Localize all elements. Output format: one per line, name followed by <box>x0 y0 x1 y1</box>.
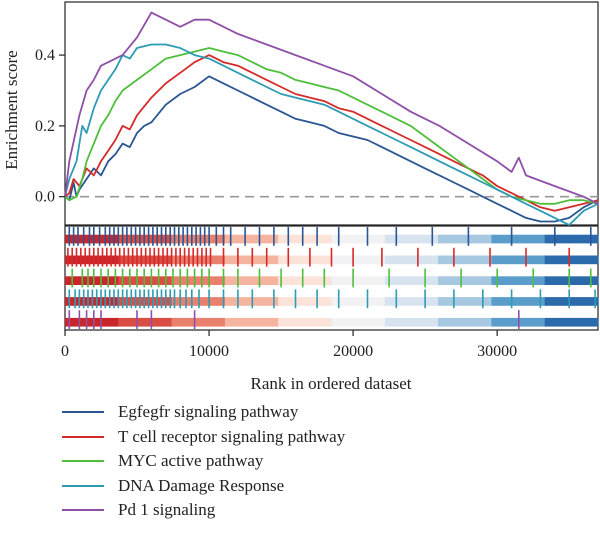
rank-band-segment <box>224 317 279 327</box>
rank-band-segment <box>544 276 599 285</box>
rank-band-segment <box>278 276 333 285</box>
gene-hit-tracks <box>67 227 596 329</box>
legend-item: DNA Damage Response <box>62 474 345 499</box>
legend-label: MYC active pathway <box>118 451 264 471</box>
rank-band-segment <box>438 276 492 285</box>
legend-swatch <box>62 460 104 463</box>
rank-band-segment <box>65 317 119 327</box>
rank-band-segment <box>384 255 439 265</box>
legend: Egfegfr signaling pathway T cell receptor… <box>62 400 345 523</box>
rank-band-segment <box>438 234 492 244</box>
rank-band-segment <box>118 276 173 285</box>
rank-band-segment <box>118 317 173 327</box>
rank-band-segment <box>278 317 333 327</box>
legend-swatch <box>62 509 104 512</box>
rank-band-segment <box>331 255 386 265</box>
plot-border <box>64 1 599 226</box>
legend-label: Egfegfr signaling pathway <box>118 402 299 422</box>
legend-item: Egfegfr signaling pathway <box>62 400 345 425</box>
rank-band-segment <box>278 255 333 265</box>
curve-pd-1-signaling <box>64 11 599 205</box>
y-tick-label: 0.4 <box>35 47 55 64</box>
legend-swatch <box>62 484 104 487</box>
x-tick-label: 30000 <box>477 343 517 360</box>
legend-swatch <box>62 435 104 438</box>
rank-band-segment <box>331 317 386 327</box>
legend-label: DNA Damage Response <box>118 475 285 495</box>
rank-band-segment <box>65 234 119 244</box>
curve-dna-damage-response <box>64 43 599 226</box>
legend-label: Pd 1 signaling <box>118 500 216 520</box>
axes: 0.0 0.2 0.4 0 10000 20000 30000 <box>35 47 517 360</box>
legend-item: Pd 1 signaling <box>62 498 345 523</box>
x-axis-label: Rank in ordered dataset <box>251 374 412 393</box>
enrichment-curves <box>64 11 599 226</box>
curve-egfegfr-signaling-pathway <box>64 75 599 223</box>
rank-band-segment <box>278 297 333 306</box>
rank-band-segment <box>331 234 386 244</box>
legend-label: T cell receptor signaling pathway <box>118 426 346 446</box>
rank-band-segment <box>171 234 226 244</box>
rank-band-segment <box>384 297 439 306</box>
rank-band-segment <box>544 255 599 265</box>
y-tick-label: 0.0 <box>35 189 55 206</box>
rank-band-segment <box>384 276 439 285</box>
rank-band-segment <box>438 255 492 265</box>
rank-band-segment <box>65 276 119 285</box>
rank-band-segment <box>171 255 226 265</box>
rank-band-segment <box>278 234 333 244</box>
y-axis-label: Enrichment score <box>2 50 21 169</box>
rank-band-segment <box>491 276 546 285</box>
rank-band-segment <box>491 297 546 306</box>
legend-item: T cell receptor signaling pathway <box>62 425 345 450</box>
x-tick-label: 10000 <box>189 343 229 360</box>
x-tick-label: 0 <box>61 343 69 360</box>
rank-band-segment <box>331 276 386 285</box>
rank-band-segment <box>65 255 119 265</box>
curve-t-cell-receptor-signaling-pathway <box>64 54 599 212</box>
rank-band-segment <box>331 297 386 306</box>
rank-band-segment <box>438 297 492 306</box>
rank-band-segment <box>384 317 439 327</box>
legend-swatch <box>62 411 104 414</box>
rank-band-segment <box>118 297 173 306</box>
x-tick-label: 20000 <box>333 343 373 360</box>
rank-band-segment <box>491 255 546 265</box>
rank-band-segment <box>544 317 599 327</box>
rank-gradient-bars <box>65 234 599 327</box>
rank-band-segment <box>544 234 599 244</box>
rank-band-segment <box>118 234 173 244</box>
y-tick-label: 0.2 <box>35 118 55 135</box>
legend-item: MYC active pathway <box>62 449 345 474</box>
rank-band-segment <box>171 276 226 285</box>
rank-band-segment <box>438 317 492 327</box>
rank-band-segment <box>491 234 546 244</box>
rank-band-segment <box>384 234 439 244</box>
rank-band-segment <box>171 317 226 327</box>
rank-band-segment <box>224 234 279 244</box>
rank-band-segment <box>224 276 279 285</box>
rank-band-segment <box>544 297 599 306</box>
